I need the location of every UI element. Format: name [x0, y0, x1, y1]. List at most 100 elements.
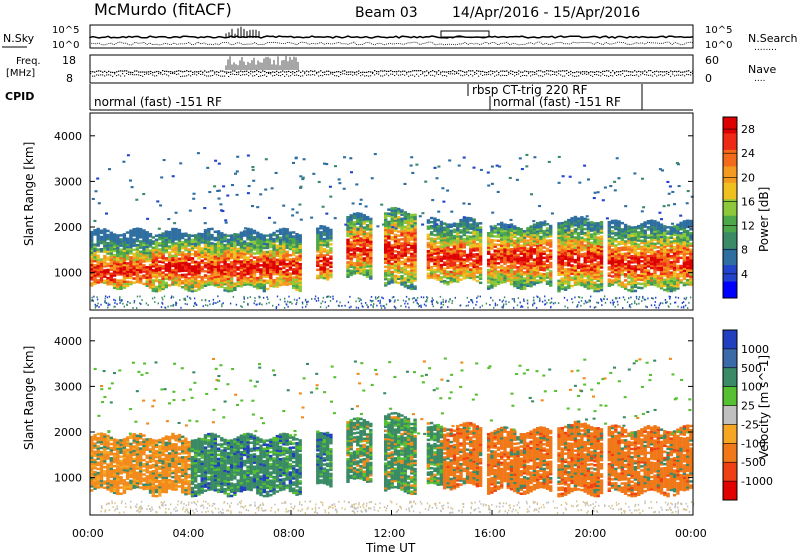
heatmap-cell: [145, 272, 149, 275]
heatmap-cell: [96, 268, 100, 272]
heatmap-cell: [643, 266, 647, 269]
heatmap-cell: [617, 251, 621, 254]
heatmap-cell: [650, 250, 654, 253]
heatmap-cell: [478, 271, 483, 274]
heatmap-cell: [620, 234, 624, 237]
heatmap-cell: [116, 240, 120, 243]
heatmap-cell: [116, 287, 120, 291]
heatmap-cell: [627, 264, 631, 267]
heatmap-cell: [197, 240, 201, 244]
heatmap-cell: [243, 240, 247, 243]
heatmap-cell: [519, 264, 523, 268]
heatmap-cell: [666, 285, 670, 289]
heatmap-cell: [676, 283, 680, 286]
freq-mark: [442, 71, 444, 73]
nave-mark: [210, 75, 212, 77]
heatmap-cell: [106, 235, 110, 239]
heatmap-cell: [567, 274, 571, 277]
heatmap-cell: [607, 251, 611, 255]
heatmap-cell: [593, 265, 597, 268]
heatmap-cell: [526, 264, 530, 267]
heatmap-cell: [519, 232, 523, 235]
heatmap-cell: [142, 251, 146, 255]
heatmap-cell: [316, 248, 320, 251]
heatmap-cell: [384, 212, 388, 215]
heatmap-cell: [406, 264, 411, 267]
freq-mark: [496, 70, 498, 72]
heatmap-cell: [573, 246, 578, 249]
heatmap-cell: [576, 272, 581, 276]
heatmap-cell: [462, 244, 466, 247]
heatmap-cell: [459, 249, 463, 253]
heatmap-cell: [125, 251, 130, 255]
heatmap-cell: [269, 276, 273, 280]
heatmap-cell: [563, 235, 568, 238]
heatmap-cell: [249, 275, 253, 278]
heatmap-cell: [132, 267, 136, 270]
freq-mark: [224, 71, 226, 73]
heatmap-cell: [207, 242, 211, 245]
heatmap-cell: [362, 259, 366, 262]
heatmap-cell: [526, 280, 530, 283]
nave-mark: [490, 74, 492, 76]
heatmap-cell: [583, 281, 587, 284]
freq-mark: [588, 71, 590, 74]
heatmap-cell: [659, 282, 664, 286]
heatmap-cell: [167, 241, 172, 244]
heatmap-cell: [387, 280, 391, 283]
heatmap-cell: [650, 254, 654, 257]
heatmap-cell: [346, 269, 350, 272]
nave-mark: [650, 74, 652, 76]
heatmap-cell: [229, 273, 234, 276]
heatmap-cell: [672, 229, 677, 232]
heatmap-cell: [545, 274, 550, 277]
heatmap-cell: [580, 222, 584, 225]
heatmap-cell: [532, 244, 537, 247]
heatmap-cell: [174, 264, 178, 268]
heatmap-cell: [475, 275, 480, 279]
heatmap-cell: [493, 274, 497, 277]
freq-mark: [676, 71, 678, 73]
heatmap-cell: [216, 232, 221, 235]
heatmap-cell: [252, 229, 257, 233]
heatmap-cell: [596, 275, 600, 278]
heatmap-cell: [532, 283, 537, 286]
heatmap-cell: [506, 232, 510, 235]
heatmap-cell: [203, 237, 208, 240]
heatmap-cell: [207, 234, 211, 237]
heatmap-cell: [362, 273, 366, 277]
heatmap-cell: [112, 270, 117, 273]
heatmap-cell: [539, 278, 543, 282]
heatmap-cell: [610, 221, 615, 225]
heatmap-cell: [200, 251, 204, 254]
heatmap-cell: [617, 281, 621, 285]
heatmap-cell: [659, 287, 664, 290]
heatmap-cell: [197, 279, 201, 283]
heatmap-cell: [174, 266, 178, 270]
heatmap-cell: [200, 232, 204, 236]
heatmap-cell: [650, 240, 654, 243]
heatmap-cell: [560, 285, 564, 288]
heatmap-cell: [519, 236, 523, 239]
heatmap-cell: [125, 253, 130, 257]
heatmap-cell: [637, 233, 641, 236]
heatmap-cell: [393, 256, 398, 259]
heatmap-cell: [676, 258, 680, 261]
heatmap-cell: [181, 275, 185, 279]
heatmap-cell: [106, 252, 110, 255]
heatmap-cell: [229, 277, 234, 280]
heatmap-cell: [493, 239, 497, 242]
heatmap-cell: [252, 266, 257, 270]
heatmap-cell: [623, 287, 628, 290]
heatmap-cell: [493, 251, 497, 255]
heatmap-cell: [220, 273, 224, 276]
nave-mark: [494, 75, 496, 77]
heatmap-cell: [433, 268, 437, 272]
heatmap-cell: [158, 272, 162, 276]
heatmap-cell: [573, 248, 578, 252]
nave-mark: [620, 74, 622, 76]
heatmap-cell: [676, 260, 680, 264]
heatmap-cell: [433, 256, 437, 259]
heatmap-cell: [148, 265, 153, 269]
heatmap-cell: [506, 267, 510, 270]
